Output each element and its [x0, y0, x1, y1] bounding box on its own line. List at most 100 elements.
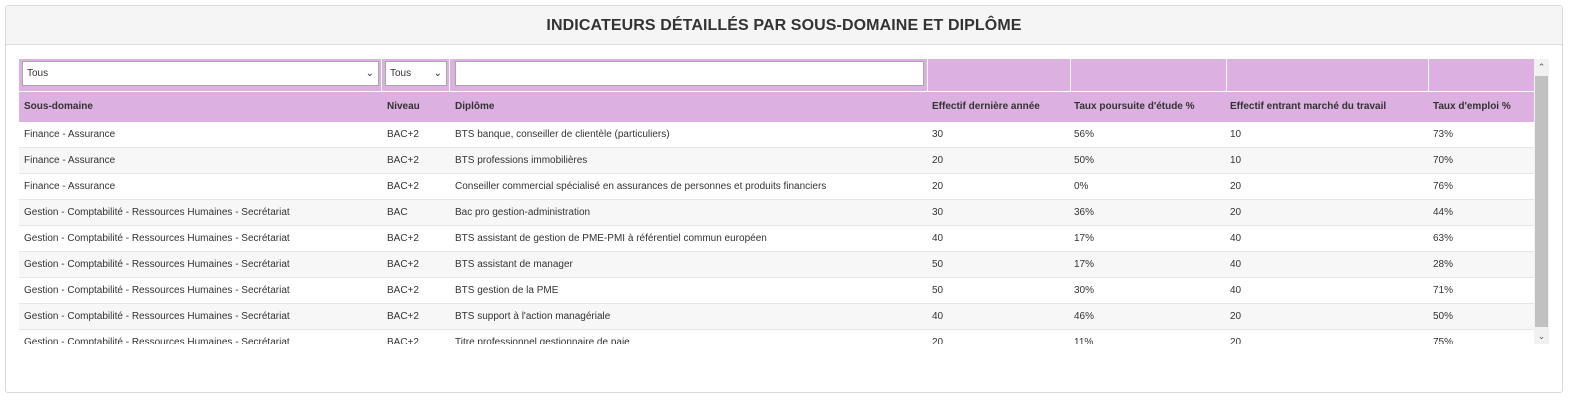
cell-sous-domaine: Gestion - Comptabilité - Ressources Huma…: [24, 337, 290, 344]
cell-diplome: BTS professions immobilières: [455, 155, 588, 166]
table-row[interactable]: Finance - Assurance BAC+2 BTS profession…: [19, 148, 1534, 174]
table-row[interactable]: Finance - Assurance BAC+2 BTS banque, co…: [19, 122, 1534, 148]
cell-niveau: BAC+2: [387, 285, 419, 296]
cell-effectif-entrant: 20: [1230, 181, 1242, 192]
cell-sous-domaine: Finance - Assurance: [24, 129, 116, 140]
cell-effectif-entrant: 40: [1230, 233, 1242, 244]
cell-effectif-entrant: 10: [1230, 129, 1242, 140]
cell-effectif-entrant: 20: [1230, 207, 1242, 218]
sous-domaine-filter-select[interactable]: Tous ⌄: [22, 61, 379, 86]
column-header-effectif[interactable]: Effectif dernière année: [932, 101, 1040, 112]
filter-cell-niveau: Tous ⌄: [382, 59, 450, 91]
cell-taux-emploi: 71%: [1433, 285, 1454, 296]
filter-cell-diplome: [450, 59, 928, 91]
cell-sous-domaine: Gestion - Comptabilité - Ressources Huma…: [24, 285, 290, 296]
vertical-scrollbar[interactable]: ⌃ ⌄: [1534, 59, 1549, 344]
cell-effectif-entrant: 40: [1230, 285, 1242, 296]
sous-domaine-filter-value: Tous: [27, 68, 49, 79]
cell-effectif: 40: [932, 233, 944, 244]
filter-cell-effectif: [928, 59, 1071, 91]
niveau-filter-select[interactable]: Tous ⌄: [385, 61, 447, 86]
cell-diplome: BTS assistant de manager: [455, 259, 573, 270]
cell-effectif-entrant: 20: [1230, 337, 1242, 344]
cell-taux-emploi: 76%: [1433, 181, 1454, 192]
cell-effectif: 20: [932, 181, 944, 192]
cell-taux-emploi: 75%: [1433, 337, 1454, 344]
chevron-down-icon: ⌄: [365, 68, 374, 79]
cell-taux-poursuite: 36%: [1074, 207, 1095, 218]
filter-cell-taux-emploi: [1429, 59, 1534, 91]
cell-taux-poursuite: 17%: [1074, 233, 1095, 244]
cell-effectif-entrant: 20: [1230, 311, 1242, 322]
filter-cell-effectif-entrant: [1227, 59, 1429, 91]
cell-sous-domaine: Gestion - Comptabilité - Ressources Huma…: [24, 259, 290, 270]
cell-niveau: BAC: [387, 207, 408, 218]
niveau-filter-value: Tous: [390, 68, 412, 79]
cell-niveau: BAC+2: [387, 181, 419, 192]
chevron-down-icon: ⌄: [433, 68, 442, 79]
indicators-panel: INDICATEURS DÉTAILLÉS PAR SOUS-DOMAINE E…: [5, 5, 1563, 393]
cell-sous-domaine: Finance - Assurance: [24, 181, 116, 192]
cell-niveau: BAC+2: [387, 155, 419, 166]
table-row[interactable]: Gestion - Comptabilité - Ressources Huma…: [19, 200, 1534, 226]
cell-effectif: 50: [932, 259, 944, 270]
cell-taux-poursuite: 46%: [1074, 311, 1095, 322]
cell-diplome: Conseiller commercial spécialisé en assu…: [455, 181, 827, 192]
scrollbar-thumb[interactable]: [1535, 76, 1548, 327]
cell-niveau: BAC+2: [387, 129, 419, 140]
table-header-row: Sous-domaine Niveau Diplôme Effectif der…: [19, 92, 1534, 122]
cell-effectif: 50: [932, 285, 944, 296]
cell-taux-poursuite: 11%: [1074, 337, 1094, 344]
cell-diplome: Bac pro gestion-administration: [455, 207, 591, 218]
column-header-niveau[interactable]: Niveau: [387, 101, 420, 112]
chevron-up-icon[interactable]: ⌃: [1537, 62, 1546, 72]
cell-taux-poursuite: 50%: [1074, 155, 1095, 166]
cell-taux-emploi: 70%: [1433, 155, 1454, 166]
chevron-down-icon[interactable]: ⌄: [1537, 331, 1546, 341]
diplome-filter-input[interactable]: [455, 61, 924, 86]
cell-taux-emploi: 63%: [1433, 233, 1454, 244]
column-header-taux-poursuite[interactable]: Taux poursuite d'étude %: [1074, 101, 1195, 112]
cell-diplome: Titre professionnel gestionnaire de paie: [455, 337, 630, 344]
cell-effectif: 20: [932, 337, 944, 344]
cell-diplome: BTS support à l'action managériale: [455, 311, 611, 322]
cell-taux-poursuite: 56%: [1074, 129, 1095, 140]
cell-niveau: BAC+2: [387, 233, 419, 244]
cell-sous-domaine: Finance - Assurance: [24, 155, 116, 166]
cell-diplome: BTS banque, conseiller de clientèle (par…: [455, 129, 670, 140]
panel-header: INDICATEURS DÉTAILLÉS PAR SOUS-DOMAINE E…: [6, 6, 1562, 45]
cell-taux-poursuite: 17%: [1074, 259, 1095, 270]
column-header-taux-emploi[interactable]: Taux d'emploi %: [1433, 101, 1511, 112]
cell-diplome: BTS assistant de gestion de PME-PMI à ré…: [455, 233, 767, 244]
cell-sous-domaine: Gestion - Comptabilité - Ressources Huma…: [24, 207, 290, 218]
table-row[interactable]: Gestion - Comptabilité - Ressources Huma…: [19, 330, 1534, 344]
filter-row: Tous ⌄ Tous ⌄: [19, 59, 1534, 91]
cell-effectif: 40: [932, 311, 944, 322]
cell-taux-emploi: 44%: [1433, 207, 1454, 218]
table-row[interactable]: Finance - Assurance BAC+2 Conseiller com…: [19, 174, 1534, 200]
table-row[interactable]: Gestion - Comptabilité - Ressources Huma…: [19, 304, 1534, 330]
cell-taux-poursuite: 30%: [1074, 285, 1095, 296]
cell-effectif-entrant: 10: [1230, 155, 1242, 166]
column-header-sous-domaine[interactable]: Sous-domaine: [24, 101, 93, 112]
cell-niveau: BAC+2: [387, 311, 419, 322]
data-grid: Tous ⌄ Tous ⌄ Sous-domaine Niveau Diplôm…: [19, 59, 1549, 344]
cell-effectif: 30: [932, 207, 944, 218]
cell-effectif: 20: [932, 155, 944, 166]
column-header-effectif-entrant[interactable]: Effectif entrant marché du travail: [1230, 101, 1387, 112]
filter-cell-taux-poursuite: [1071, 59, 1227, 91]
cell-diplome: BTS gestion de la PME: [455, 285, 559, 296]
table-row[interactable]: Gestion - Comptabilité - Ressources Huma…: [19, 252, 1534, 278]
table-row[interactable]: Gestion - Comptabilité - Ressources Huma…: [19, 226, 1534, 252]
cell-sous-domaine: Gestion - Comptabilité - Ressources Huma…: [24, 233, 290, 244]
cell-effectif-entrant: 40: [1230, 259, 1242, 270]
filter-cell-sous-domaine: Tous ⌄: [19, 59, 382, 91]
table-row[interactable]: Gestion - Comptabilité - Ressources Huma…: [19, 278, 1534, 304]
cell-effectif: 30: [932, 129, 944, 140]
panel-title: INDICATEURS DÉTAILLÉS PAR SOUS-DOMAINE E…: [546, 17, 1022, 34]
cell-taux-emploi: 73%: [1433, 129, 1454, 140]
cell-taux-emploi: 50%: [1433, 311, 1454, 322]
column-header-diplome[interactable]: Diplôme: [455, 101, 495, 112]
cell-taux-emploi: 28%: [1433, 259, 1454, 270]
cell-niveau: BAC+2: [387, 259, 419, 270]
